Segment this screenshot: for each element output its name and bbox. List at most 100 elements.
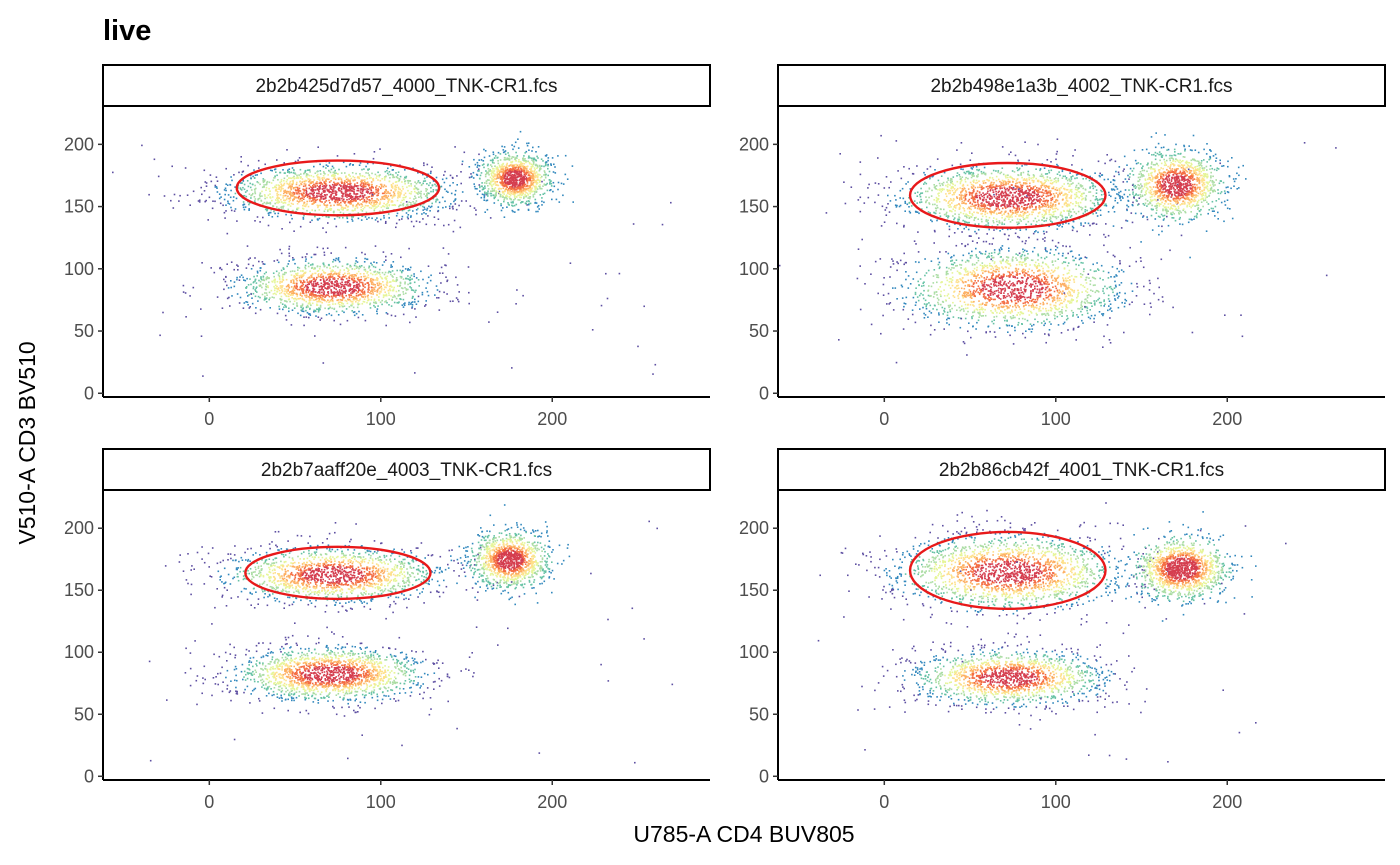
event-point bbox=[203, 169, 206, 172]
event-point bbox=[367, 172, 369, 174]
event-point bbox=[170, 199, 172, 202]
event-point bbox=[337, 257, 340, 259]
event-point bbox=[289, 221, 291, 224]
event-point bbox=[522, 294, 524, 297]
event-point bbox=[347, 281, 350, 284]
event-point bbox=[360, 189, 362, 191]
event-point bbox=[339, 323, 342, 326]
event-point bbox=[505, 184, 508, 186]
event-point bbox=[318, 195, 320, 197]
event-point bbox=[378, 281, 381, 284]
event-point bbox=[339, 269, 342, 271]
event-point bbox=[309, 313, 311, 315]
event-point bbox=[404, 183, 406, 185]
event-point bbox=[501, 190, 504, 193]
event-point bbox=[517, 199, 519, 201]
event-point bbox=[439, 185, 442, 188]
event-point bbox=[290, 194, 293, 197]
event-point bbox=[344, 202, 346, 204]
event-point bbox=[298, 288, 301, 291]
event-point bbox=[247, 295, 249, 297]
event-point bbox=[288, 248, 290, 250]
event-point bbox=[373, 301, 375, 304]
event-point bbox=[352, 289, 355, 292]
event-point bbox=[323, 210, 326, 213]
event-point bbox=[260, 278, 263, 281]
event-point bbox=[1055, 153, 1058, 155]
event-point bbox=[227, 194, 230, 196]
event-point bbox=[423, 193, 425, 195]
event-point bbox=[435, 199, 437, 201]
event-point bbox=[511, 176, 513, 178]
event-point bbox=[298, 201, 300, 203]
event-point bbox=[342, 207, 345, 209]
event-point bbox=[205, 182, 208, 184]
event-point bbox=[400, 287, 403, 289]
event-point bbox=[349, 163, 352, 165]
event-point bbox=[558, 201, 561, 203]
event-point bbox=[512, 156, 515, 158]
event-point bbox=[313, 183, 315, 186]
event-point bbox=[395, 172, 397, 174]
event-point bbox=[326, 188, 328, 191]
event-point bbox=[357, 283, 359, 286]
event-point bbox=[475, 213, 477, 216]
event-point bbox=[342, 273, 345, 276]
event-point bbox=[364, 293, 366, 296]
event-point bbox=[258, 260, 260, 263]
event-point bbox=[371, 172, 373, 175]
event-point bbox=[330, 292, 333, 294]
event-point bbox=[179, 194, 181, 197]
event-point bbox=[373, 208, 376, 210]
event-point bbox=[483, 196, 486, 199]
event-point bbox=[368, 283, 370, 286]
event-point bbox=[395, 290, 398, 293]
event-point bbox=[314, 201, 317, 203]
event-point bbox=[372, 265, 375, 268]
event-point bbox=[268, 187, 270, 190]
event-point bbox=[344, 246, 347, 249]
event-point bbox=[321, 201, 323, 203]
event-point bbox=[225, 189, 227, 192]
event-point bbox=[524, 178, 527, 180]
event-point bbox=[350, 202, 352, 205]
event-point bbox=[510, 157, 513, 160]
event-point bbox=[527, 160, 529, 163]
event-point bbox=[297, 312, 299, 315]
event-point bbox=[368, 183, 370, 186]
event-point bbox=[325, 282, 327, 284]
event-point bbox=[364, 278, 367, 281]
event-point bbox=[509, 170, 511, 172]
event-point bbox=[373, 288, 376, 291]
event-point bbox=[939, 188, 941, 190]
event-point bbox=[349, 175, 351, 177]
event-point bbox=[502, 187, 505, 190]
event-point bbox=[367, 188, 370, 191]
event-point bbox=[440, 266, 443, 269]
event-point bbox=[407, 214, 410, 216]
event-point bbox=[1049, 217, 1052, 220]
event-point bbox=[550, 182, 553, 185]
event-point bbox=[1122, 181, 1125, 183]
event-point bbox=[370, 203, 372, 205]
event-point bbox=[526, 178, 528, 181]
event-point bbox=[266, 277, 269, 280]
event-point bbox=[643, 305, 645, 308]
event-point bbox=[980, 202, 982, 205]
event-point bbox=[308, 197, 311, 200]
event-point bbox=[266, 209, 268, 212]
event-point bbox=[360, 192, 363, 195]
event-point bbox=[512, 167, 514, 169]
event-point bbox=[293, 276, 296, 279]
event-point bbox=[257, 159, 260, 162]
event-point bbox=[385, 300, 387, 302]
event-point bbox=[528, 149, 530, 151]
event-point bbox=[364, 277, 366, 280]
event-point bbox=[307, 205, 310, 208]
event-point bbox=[374, 207, 377, 209]
event-point bbox=[346, 209, 348, 211]
event-point bbox=[317, 146, 319, 148]
event-point bbox=[511, 164, 513, 167]
event-point bbox=[536, 173, 539, 176]
event-point bbox=[334, 169, 336, 172]
